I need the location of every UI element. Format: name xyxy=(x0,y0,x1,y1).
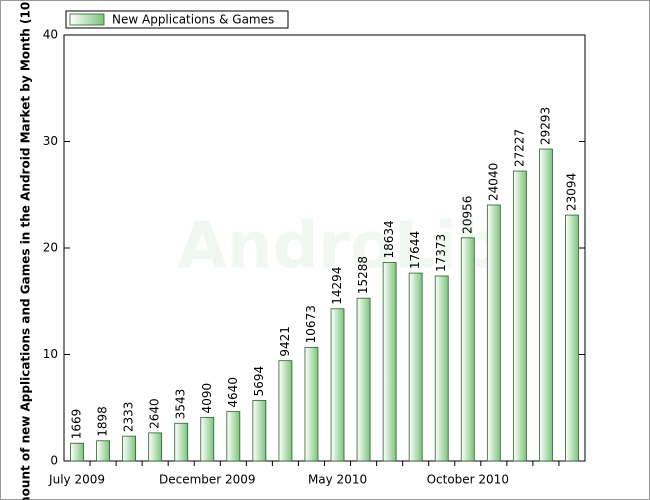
legend-label: New Applications & Games xyxy=(112,13,274,27)
bar xyxy=(148,432,163,462)
bar xyxy=(252,399,267,462)
value-label: 1669 xyxy=(70,409,84,440)
value-label: 5694 xyxy=(252,366,266,397)
value-label: 9421 xyxy=(278,326,292,357)
value-label: 14294 xyxy=(330,267,344,305)
value-label: 23094 xyxy=(564,173,578,211)
bar xyxy=(434,275,449,462)
bar xyxy=(70,442,84,462)
y-tick-label: 0 xyxy=(50,454,58,468)
bar xyxy=(356,297,371,462)
bar xyxy=(486,204,501,462)
x-tick-label: December 2009 xyxy=(159,473,256,487)
value-label: 15288 xyxy=(356,256,370,294)
bar xyxy=(408,272,423,462)
bar xyxy=(96,440,110,462)
value-label: 18634 xyxy=(382,220,396,258)
bar xyxy=(200,417,215,462)
value-label: 2333 xyxy=(122,402,136,433)
value-label: 2640 xyxy=(148,398,162,429)
x-tick-label: May 2010 xyxy=(308,473,367,487)
bar xyxy=(539,148,553,462)
x-tick-label: July 2009 xyxy=(48,473,105,487)
y-tick-label: 20 xyxy=(43,241,58,255)
value-label: 29293 xyxy=(538,107,552,145)
value-label: 3543 xyxy=(174,389,188,420)
y-tick-label: 30 xyxy=(43,134,58,148)
value-label: 17644 xyxy=(408,231,422,269)
value-label: 4640 xyxy=(226,377,240,408)
y-tick-label: 40 xyxy=(43,28,58,42)
bar xyxy=(565,214,579,462)
legend-box xyxy=(65,10,289,29)
bar xyxy=(382,262,397,462)
watermark: AndroLib xyxy=(178,210,503,284)
value-label: 20956 xyxy=(460,196,474,234)
bar xyxy=(512,170,527,462)
bar xyxy=(460,237,475,462)
value-label: 1898 xyxy=(96,406,110,437)
bar xyxy=(330,308,345,462)
bar xyxy=(278,360,293,462)
value-label: 24040 xyxy=(486,163,500,201)
bar xyxy=(122,435,137,462)
bar xyxy=(226,411,241,462)
value-label: 10673 xyxy=(304,305,318,343)
bar xyxy=(174,422,189,462)
value-label: 4090 xyxy=(200,383,214,414)
y-tick-label: 10 xyxy=(43,347,58,361)
bar xyxy=(304,346,319,462)
value-label: 17373 xyxy=(434,234,448,272)
legend: New Applications & Games xyxy=(65,10,289,29)
x-tick-label: October 2010 xyxy=(427,473,509,487)
legend-swatch xyxy=(69,13,105,26)
y-axis-label: Amount of new Applications and Games in … xyxy=(19,0,33,500)
value-label: 27227 xyxy=(512,129,526,167)
